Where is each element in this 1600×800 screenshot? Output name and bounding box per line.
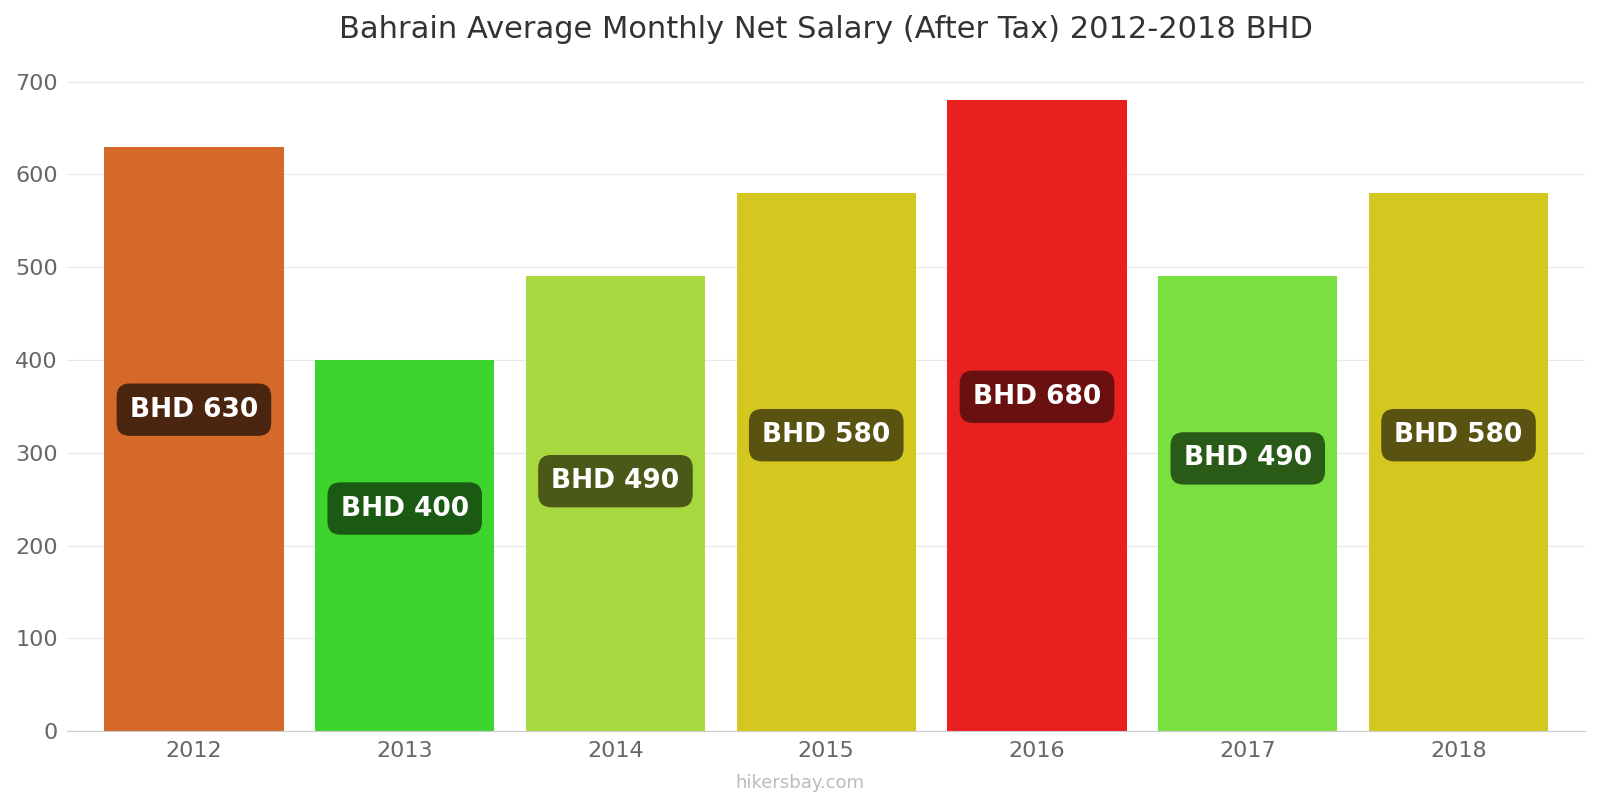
Text: BHD 400: BHD 400 [341, 495, 469, 522]
Bar [947, 100, 1126, 731]
Text: BHD 580: BHD 580 [1395, 422, 1523, 448]
Text: BHD 490: BHD 490 [1184, 446, 1312, 471]
Text: BHD 680: BHD 680 [973, 384, 1101, 410]
Text: hikersbay.com: hikersbay.com [736, 774, 864, 792]
Bar [1158, 277, 1338, 731]
Text: BHD 580: BHD 580 [762, 422, 890, 448]
Bar [736, 193, 915, 731]
Bar [104, 146, 283, 731]
Text: BHD 630: BHD 630 [130, 397, 258, 422]
Title: Bahrain Average Monthly Net Salary (After Tax) 2012-2018 BHD: Bahrain Average Monthly Net Salary (Afte… [339, 15, 1314, 44]
Bar [1370, 193, 1549, 731]
Text: BHD 490: BHD 490 [552, 468, 680, 494]
Bar [526, 277, 706, 731]
Bar [315, 360, 494, 731]
